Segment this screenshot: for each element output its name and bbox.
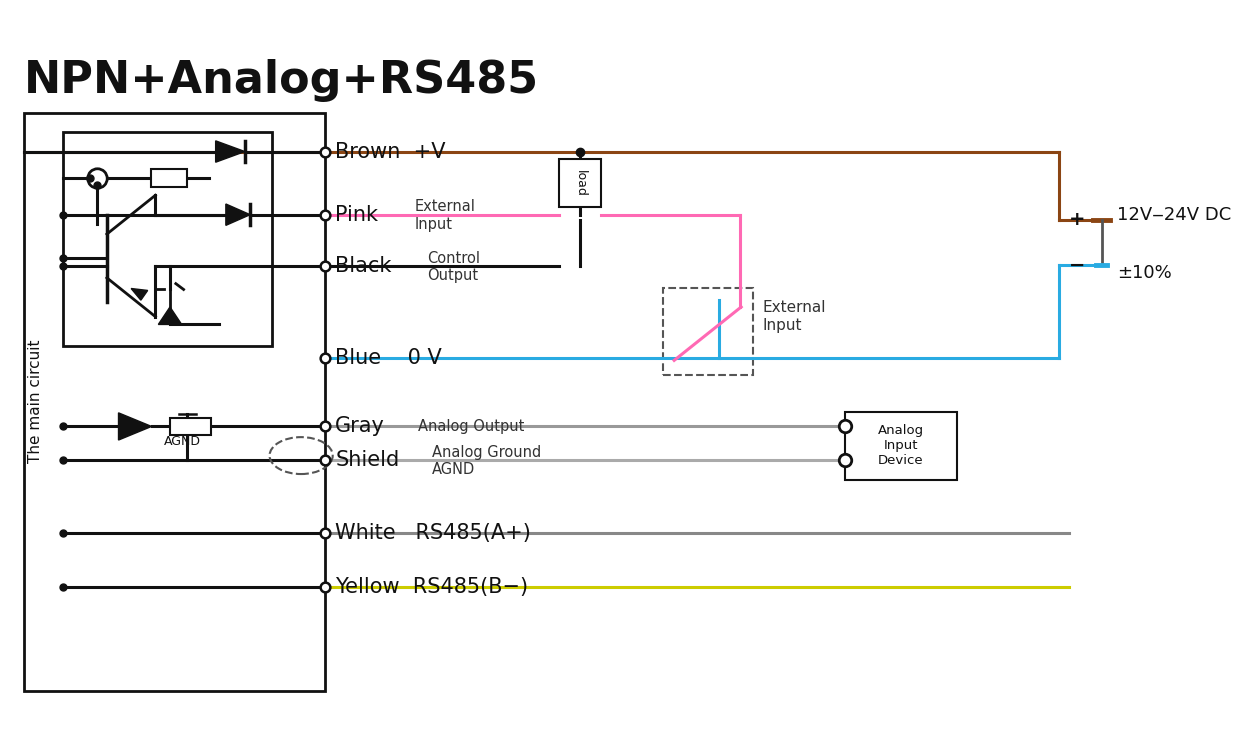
Text: Shield: Shield xyxy=(336,450,399,471)
Polygon shape xyxy=(131,288,147,300)
Text: Gray: Gray xyxy=(336,416,386,436)
Text: Pink: Pink xyxy=(336,205,378,225)
Text: Blue    0 V: Blue 0 V xyxy=(336,348,442,368)
Text: 12V‒24V DC: 12V‒24V DC xyxy=(1117,205,1232,223)
Text: AGND: AGND xyxy=(165,435,201,447)
Text: Analog Output: Analog Output xyxy=(418,419,524,434)
Text: Yellow  RS485(B−): Yellow RS485(B−) xyxy=(336,577,528,597)
Text: External
Input: External Input xyxy=(763,300,826,333)
Bar xyxy=(170,418,211,436)
Text: AGND: AGND xyxy=(432,462,475,477)
Text: Brown  +V: Brown +V xyxy=(336,141,446,161)
Text: The main circuit: The main circuit xyxy=(29,339,44,463)
Bar xyxy=(559,159,602,207)
Bar xyxy=(64,132,272,346)
Text: +: + xyxy=(1068,210,1085,229)
Polygon shape xyxy=(226,204,250,226)
Text: Input: Input xyxy=(414,217,453,232)
Text: Black: Black xyxy=(336,256,392,276)
Text: Analog
Input
Device: Analog Input Device xyxy=(877,424,924,468)
Polygon shape xyxy=(158,307,182,324)
Text: −: − xyxy=(1068,255,1085,275)
Text: External: External xyxy=(414,199,475,214)
Text: Output: Output xyxy=(427,268,478,283)
Text: ±10%: ±10% xyxy=(1117,264,1172,282)
Polygon shape xyxy=(119,413,151,440)
Text: White   RS485(A+): White RS485(A+) xyxy=(336,524,530,543)
Text: NPN+Analog+RS485: NPN+Analog+RS485 xyxy=(24,59,539,102)
Bar xyxy=(663,288,753,375)
Bar xyxy=(845,412,957,480)
Text: load: load xyxy=(573,170,587,196)
Polygon shape xyxy=(216,141,245,162)
Bar xyxy=(24,113,326,691)
Text: Control: Control xyxy=(427,251,480,266)
Text: Analog Ground: Analog Ground xyxy=(432,445,542,460)
Bar xyxy=(151,169,187,187)
